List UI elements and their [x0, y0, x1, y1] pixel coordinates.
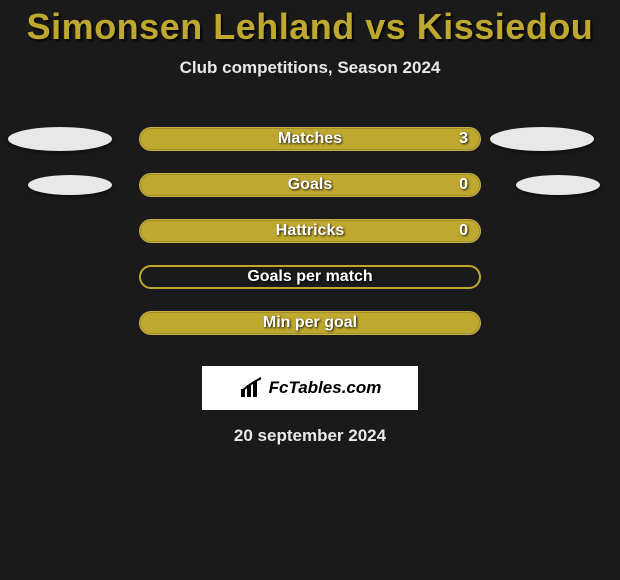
page-title: Simonsen Lehland vs Kissiedou — [0, 6, 620, 48]
stat-value: 3 — [459, 130, 468, 148]
comparison-card: Simonsen Lehland vs Kissiedou Club compe… — [0, 0, 620, 446]
stat-label: Hattricks — [276, 222, 344, 240]
fctables-logo: FcTables.com — [239, 377, 382, 399]
stat-row: Min per goal — [0, 300, 620, 346]
stat-row: Matches 3 — [0, 116, 620, 162]
side-ellipse-right — [490, 127, 594, 151]
side-ellipse-left — [28, 175, 112, 195]
stat-label: Goals — [288, 176, 332, 194]
stat-label: Min per goal — [263, 314, 357, 332]
stat-label: Matches — [278, 130, 342, 148]
subtitle: Club competitions, Season 2024 — [0, 58, 620, 78]
stat-bar: Goals 0 — [139, 173, 481, 197]
stat-rows: Matches 3 Goals 0 Hattricks 0 Goals per match M… — [0, 116, 620, 346]
side-ellipse-right — [516, 175, 600, 195]
stat-row: Goals 0 — [0, 162, 620, 208]
stat-bar: Min per goal — [139, 311, 481, 335]
stat-row: Hattricks 0 — [0, 208, 620, 254]
stat-bar: Hattricks 0 — [139, 219, 481, 243]
stat-bar: Goals per match — [139, 265, 481, 289]
stat-value: 0 — [459, 222, 468, 240]
side-ellipse-left — [8, 127, 112, 151]
logo-text: FcTables.com — [269, 378, 382, 398]
stat-value: 0 — [459, 176, 468, 194]
stat-label: Goals per match — [247, 268, 372, 286]
date-text: 20 september 2024 — [0, 426, 620, 446]
logo-box: FcTables.com — [202, 366, 418, 410]
stat-row: Goals per match — [0, 254, 620, 300]
chart-icon — [239, 377, 265, 399]
stat-bar: Matches 3 — [139, 127, 481, 151]
